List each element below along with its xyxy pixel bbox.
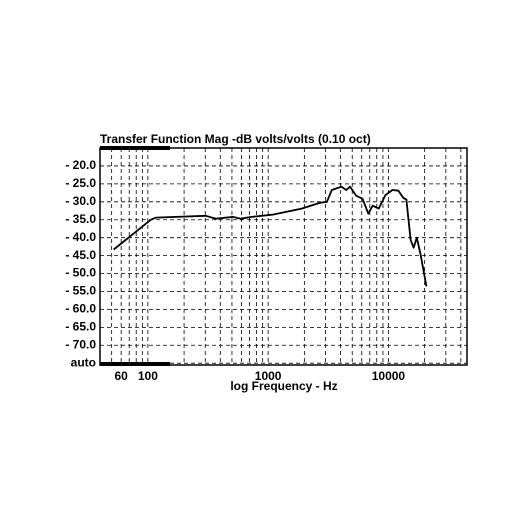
- chart-title: Transfer Function Mag -dB volts/volts (0…: [100, 132, 371, 146]
- x-tick-label: 100: [138, 369, 158, 383]
- y-tick-label: - 45.0: [65, 248, 96, 262]
- x-tick-label: 10000: [372, 369, 406, 383]
- y-tick-label: auto: [71, 355, 96, 369]
- y-tick-label: - 70.0: [65, 337, 96, 351]
- y-tick-label: - 35.0: [65, 212, 96, 226]
- x-axis-label: log Frequency - Hz: [230, 379, 337, 393]
- y-tick-label: - 65.0: [65, 320, 96, 334]
- x-tick-label: 1000: [255, 369, 282, 383]
- y-tick-label: - 50.0: [65, 266, 96, 280]
- frame-accent: [100, 362, 170, 366]
- x-tick-label: 60: [115, 369, 129, 383]
- y-tick-label: - 30.0: [65, 194, 96, 208]
- y-tick-label: - 55.0: [65, 284, 96, 298]
- y-tick-label: - 25.0: [65, 176, 96, 190]
- y-tick-label: - 20.0: [65, 158, 96, 172]
- y-tick-label: - 40.0: [65, 230, 96, 244]
- frame-accent: [100, 146, 170, 150]
- data-line: [113, 185, 428, 287]
- plot-frame: [99, 147, 468, 366]
- y-tick-label: - 60.0: [65, 302, 96, 316]
